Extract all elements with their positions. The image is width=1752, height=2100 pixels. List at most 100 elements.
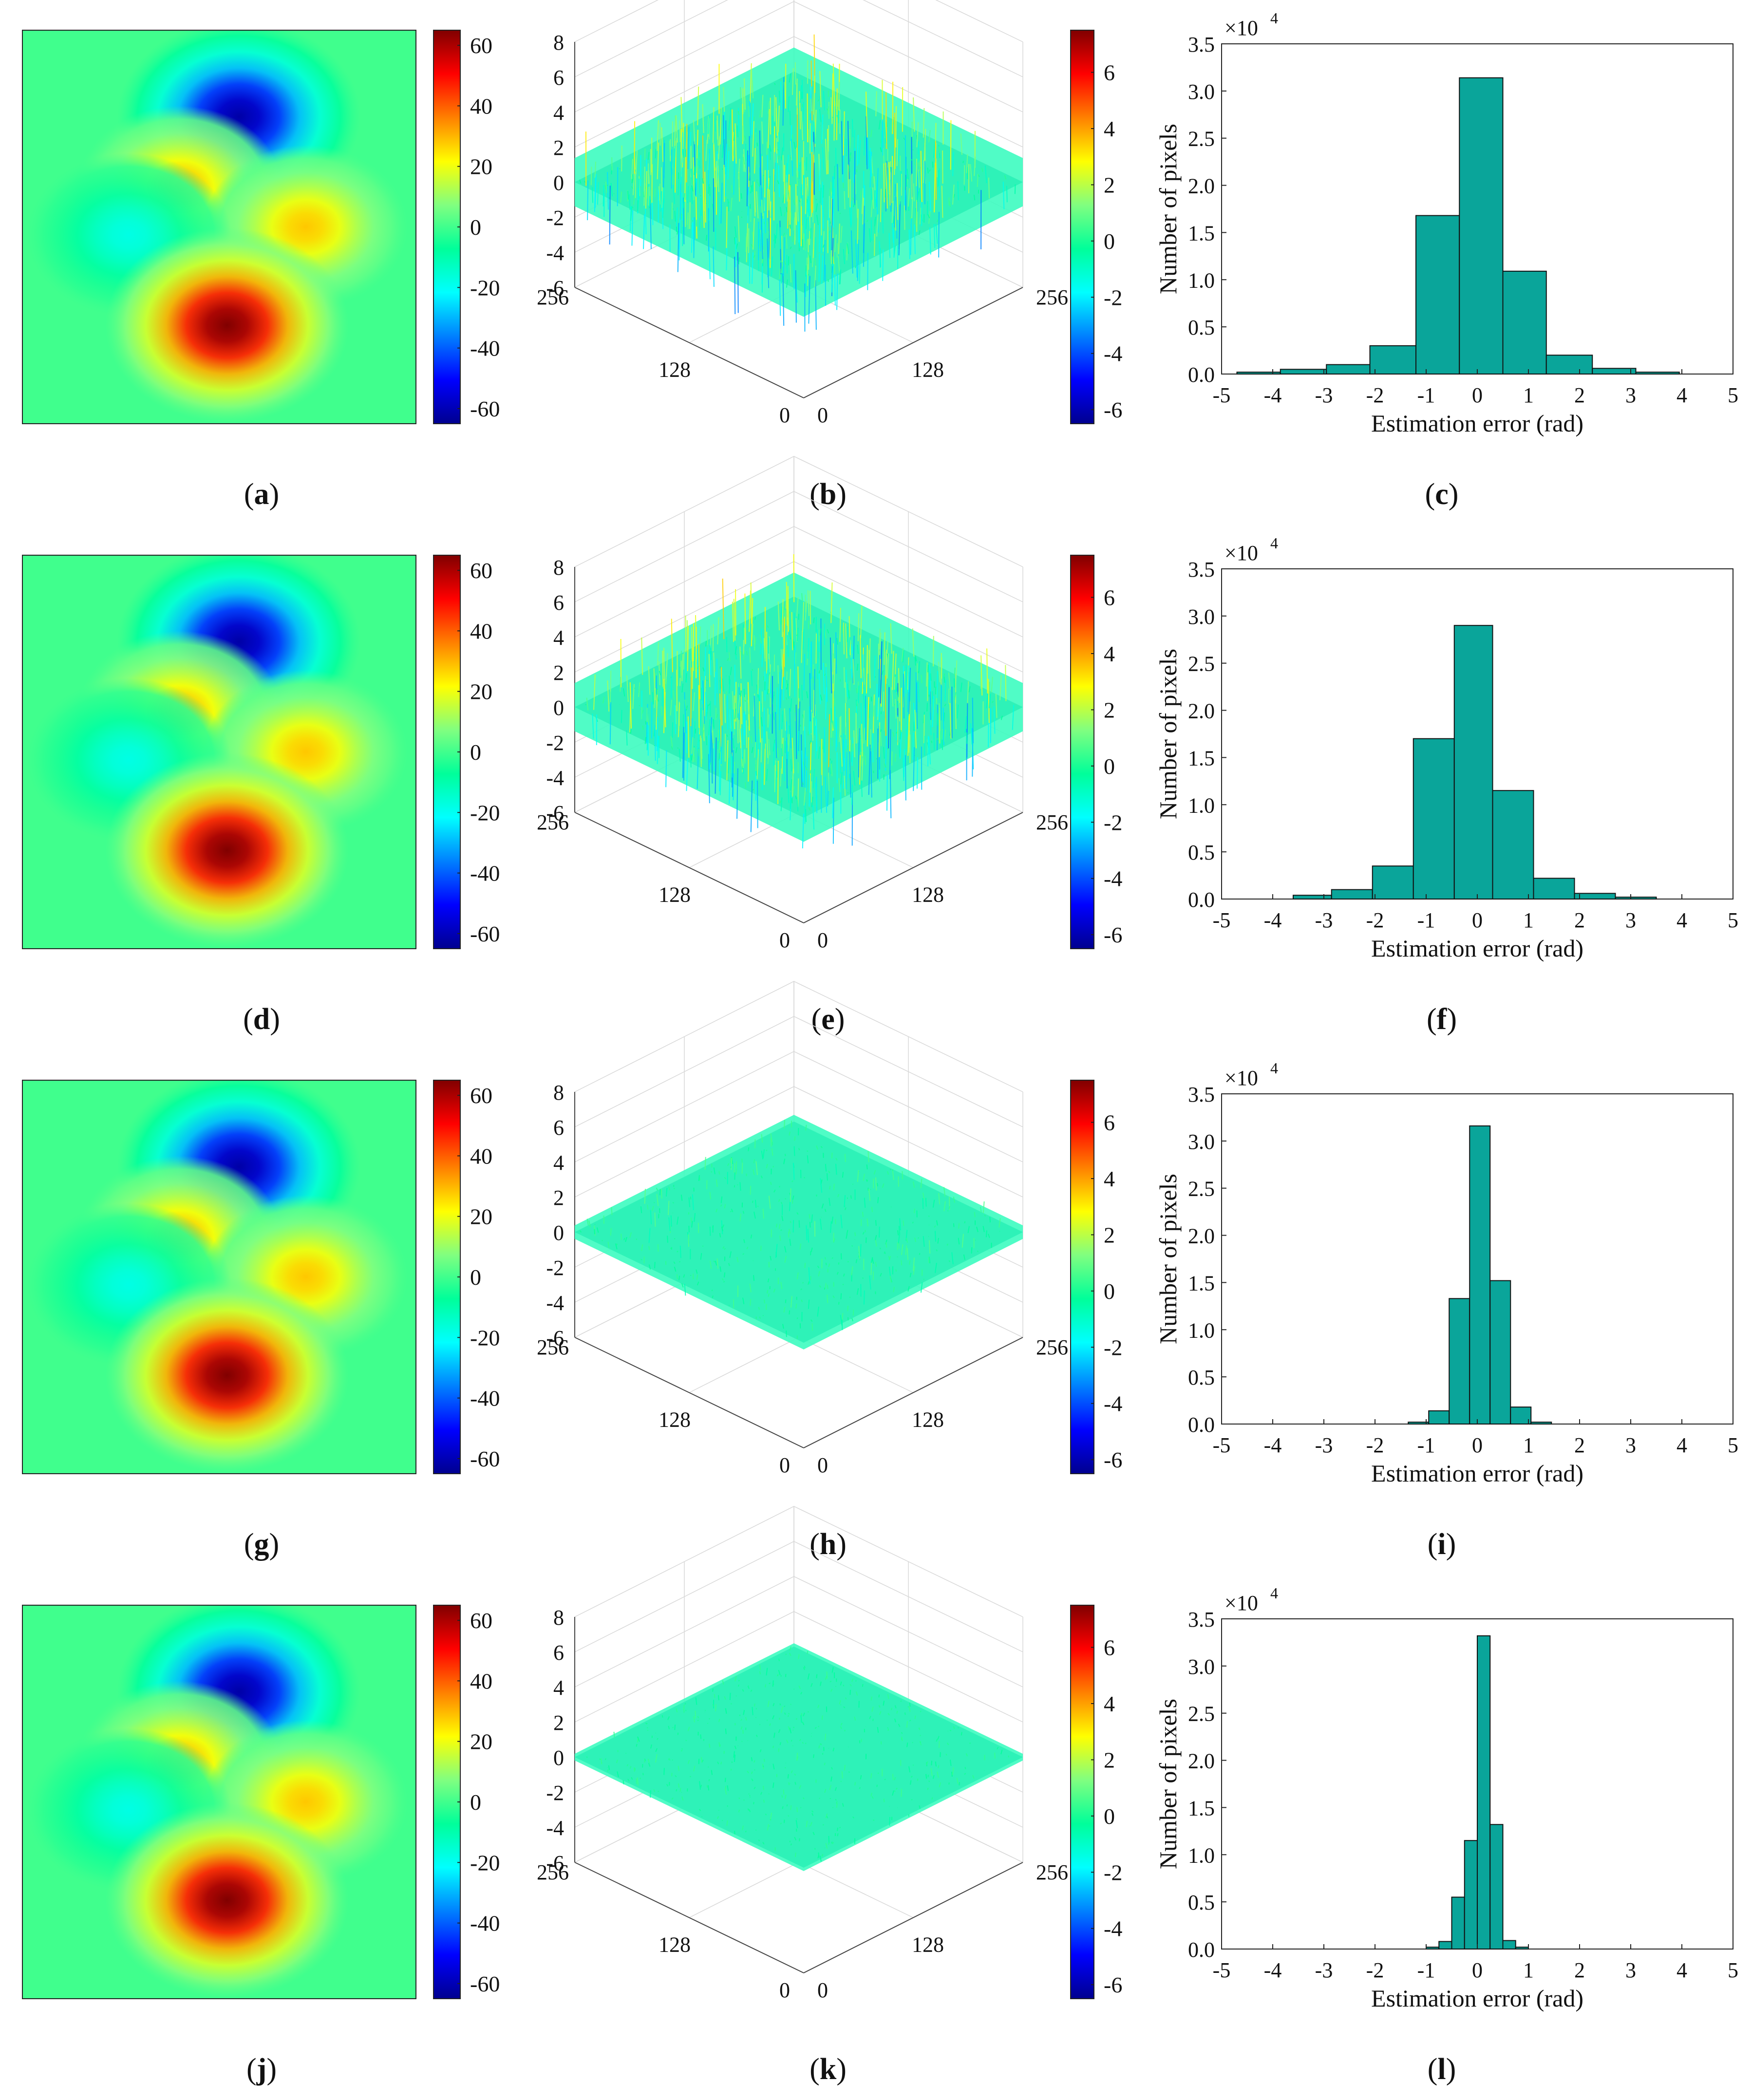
surface-spike bbox=[890, 1707, 892, 1710]
surface-spike bbox=[889, 1817, 890, 1826]
surface-spike bbox=[863, 206, 865, 253]
surface-spike bbox=[834, 703, 836, 729]
surface-spike bbox=[837, 1833, 839, 1837]
surface-spike bbox=[746, 1173, 747, 1177]
surface-spike bbox=[783, 1307, 786, 1313]
surface-spike bbox=[727, 150, 730, 180]
x-tick-label: 1 bbox=[1523, 1433, 1534, 1457]
x-tick-label: -1 bbox=[1417, 908, 1435, 932]
surface-spike bbox=[794, 1773, 796, 1776]
surface-spike bbox=[941, 678, 942, 721]
x-tick-label: -1 bbox=[1417, 1433, 1435, 1457]
surface-spike bbox=[849, 1684, 852, 1687]
surface-spike bbox=[698, 644, 701, 699]
surface-spike bbox=[893, 216, 895, 224]
surface-spike bbox=[650, 1744, 652, 1749]
z-tick-label: 6 bbox=[553, 1116, 564, 1140]
surface-spike bbox=[834, 166, 835, 179]
surface-spike bbox=[909, 1780, 912, 1785]
surface-spike bbox=[883, 1799, 885, 1802]
surface-spike bbox=[702, 104, 704, 133]
surface-spike bbox=[603, 185, 604, 206]
surface-spike bbox=[841, 1771, 843, 1779]
surface-spike bbox=[780, 266, 783, 284]
surface-spike bbox=[931, 1761, 933, 1765]
surface-spike bbox=[928, 1240, 931, 1254]
surface-grid bbox=[574, 1541, 1023, 1652]
surface-spike bbox=[754, 1786, 756, 1789]
surface-spike bbox=[735, 1168, 737, 1175]
surface-spike bbox=[780, 1822, 782, 1825]
surface-spike bbox=[794, 62, 796, 85]
surface-spike bbox=[592, 713, 594, 739]
surface-spike bbox=[694, 167, 696, 175]
surface-spike bbox=[871, 1796, 874, 1799]
x-tick-label: 0 bbox=[779, 1978, 790, 2002]
surface-spike bbox=[766, 1668, 768, 1676]
z-tick-label: -2 bbox=[546, 1256, 564, 1280]
surface-spike bbox=[740, 651, 743, 656]
surface-spike bbox=[822, 185, 824, 198]
surface-spike bbox=[720, 183, 723, 224]
x-tick-label: 3 bbox=[1625, 1958, 1636, 1982]
hist-bar bbox=[1428, 1410, 1450, 1425]
surface-spike bbox=[708, 719, 711, 735]
surface-spike bbox=[943, 1201, 946, 1212]
surface-spike bbox=[768, 664, 771, 694]
surface-spike bbox=[818, 224, 821, 252]
surface-spike bbox=[775, 1244, 778, 1258]
surface-spike bbox=[937, 1736, 940, 1740]
surface-spike bbox=[787, 174, 790, 229]
surface-spike bbox=[784, 1154, 786, 1157]
surface-spike bbox=[745, 782, 747, 788]
surface-spike bbox=[799, 85, 802, 103]
surface-spike bbox=[853, 203, 855, 207]
surface-spike bbox=[766, 1290, 769, 1294]
surface-spike bbox=[829, 1785, 832, 1790]
surface-spike bbox=[829, 208, 831, 221]
surface-spike bbox=[682, 149, 684, 158]
surface-spike bbox=[964, 716, 967, 733]
surface-spike bbox=[693, 1716, 695, 1723]
surface-spike bbox=[644, 737, 647, 744]
colorbar-tick-label: 2 bbox=[1104, 1747, 1115, 1772]
colorbar-tick-label: -2 bbox=[1104, 285, 1122, 310]
surface-spike bbox=[810, 86, 812, 123]
surface-spike bbox=[738, 257, 740, 264]
heatmap-frame bbox=[22, 555, 416, 949]
surface-spike bbox=[725, 144, 728, 172]
surface-spike bbox=[705, 692, 707, 720]
x-tick-label: -4 bbox=[1264, 1958, 1282, 1982]
surface-spike bbox=[817, 1306, 819, 1317]
surface-spike bbox=[816, 1145, 818, 1150]
surface-spike bbox=[779, 800, 782, 804]
surface-spike bbox=[902, 650, 904, 663]
surface-spike bbox=[632, 684, 635, 709]
surface-spike bbox=[860, 702, 862, 726]
surface-spike bbox=[764, 1299, 765, 1304]
surface-spike bbox=[743, 695, 746, 712]
panel-label: (e) bbox=[811, 1003, 845, 1036]
surface-spike bbox=[789, 708, 791, 749]
z-tick-label: -4 bbox=[546, 241, 564, 265]
surface-spike bbox=[770, 218, 771, 268]
surface-spike bbox=[801, 225, 804, 240]
surface-spike bbox=[952, 1767, 954, 1775]
surface-spike bbox=[774, 83, 776, 85]
surface-spike bbox=[939, 703, 941, 720]
surface-spike bbox=[788, 1713, 790, 1715]
surface-spike bbox=[687, 1760, 690, 1764]
surface-spike bbox=[856, 688, 858, 694]
panel-c: -5 -4 -3 -2 -1 0 1 2 3 4 50.00.51.01.52.02.53.03.5… bbox=[1154, 9, 1738, 511]
x-axis-label: Estimation error (rad) bbox=[1371, 1985, 1583, 2012]
surface-spike bbox=[877, 1772, 879, 1774]
surface-spike bbox=[674, 1238, 676, 1240]
colorbar-tick-label: 20 bbox=[470, 1729, 492, 1754]
surface-spike bbox=[810, 160, 812, 189]
y-axis bbox=[803, 1862, 1023, 1973]
surface-spike bbox=[1012, 705, 1015, 730]
surface-spike bbox=[586, 697, 589, 711]
surface-spike bbox=[751, 244, 754, 247]
surface-spike bbox=[761, 199, 763, 216]
surface-spike bbox=[717, 1762, 719, 1764]
